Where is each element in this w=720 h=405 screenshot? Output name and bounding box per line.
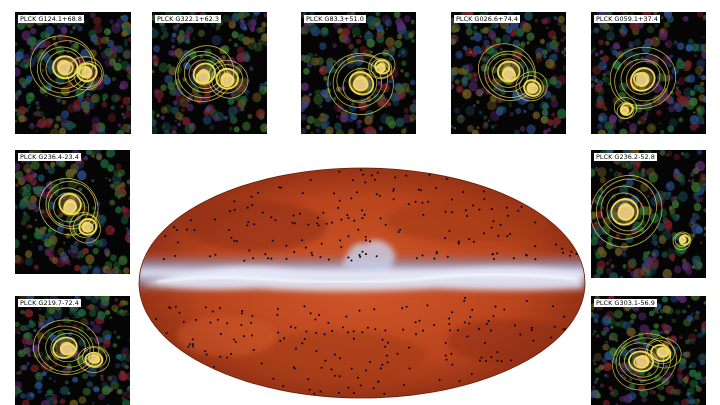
cluster-panel-3: PLCK G83.3+51.0 bbox=[301, 12, 416, 134]
panel-label-5: PLCK G059.1+37.4 bbox=[594, 15, 660, 23]
panel-label-4: PLCK G026.6+74.4 bbox=[454, 15, 520, 23]
cluster-panel-2: PLCK G322.1+62.3 bbox=[152, 12, 267, 134]
cluster-image-8 bbox=[15, 296, 130, 405]
all-sky-map bbox=[138, 167, 586, 399]
cluster-image-3 bbox=[301, 12, 416, 134]
cluster-panel-9: PLCK G303.1-56.9 bbox=[591, 296, 706, 405]
panel-label-8: PLCK G219.7-72.4 bbox=[18, 299, 81, 307]
cluster-markers bbox=[155, 168, 578, 395]
cluster-image-4 bbox=[451, 12, 566, 134]
cluster-panel-7: PLCK G236.2-52.8 bbox=[591, 150, 706, 278]
cluster-panel-1: PLCK G124.1+68.8 bbox=[15, 12, 131, 134]
cluster-image-5 bbox=[591, 12, 706, 134]
cluster-panel-6: PLCK G236.4-23.4 bbox=[15, 150, 130, 274]
panel-label-2: PLCK G322.1+62.3 bbox=[155, 15, 221, 23]
cluster-panel-8: PLCK G219.7-72.4 bbox=[15, 296, 130, 405]
panel-label-3: PLCK G83.3+51.0 bbox=[304, 15, 366, 23]
cluster-image-6 bbox=[15, 150, 130, 274]
panel-label-1: PLCK G124.1+68.8 bbox=[18, 15, 84, 23]
cluster-panel-5: PLCK G059.1+37.4 bbox=[591, 12, 706, 134]
panel-label-7: PLCK G236.2-52.8 bbox=[594, 153, 657, 161]
cluster-image-7 bbox=[591, 150, 706, 278]
cluster-image-9 bbox=[591, 296, 706, 405]
panel-label-9: PLCK G303.1-56.9 bbox=[594, 299, 657, 307]
cluster-image-1 bbox=[15, 12, 131, 134]
cluster-image-2 bbox=[152, 12, 267, 134]
panel-label-6: PLCK G236.4-23.4 bbox=[18, 153, 81, 161]
cluster-panel-4: PLCK G026.6+74.4 bbox=[451, 12, 566, 134]
